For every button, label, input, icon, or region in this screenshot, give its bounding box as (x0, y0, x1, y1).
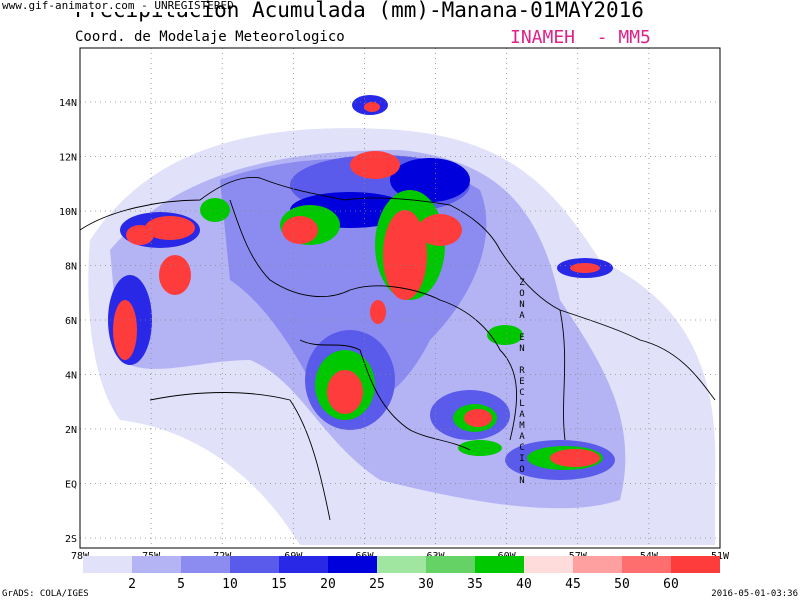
colorbar-swatch (426, 556, 475, 573)
map-frame (79, 47, 721, 549)
colorbar-label: 5 (177, 577, 185, 592)
colorbar-swatch (622, 556, 671, 573)
subtitle: Coord. de Modelaje Meteorologico (75, 29, 345, 45)
lon-label: 51W (711, 551, 730, 562)
colorbar-swatch (377, 556, 426, 573)
footer-left: GrADS: COLA/IGES (2, 589, 89, 599)
colorbar-label: 30 (418, 577, 434, 592)
title: Precipitacion Acumulada (mm)-Manana-01MA… (75, 0, 644, 22)
coastlines (79, 177, 716, 521)
precip-field (88, 95, 716, 545)
colorbar-label: 45 (565, 577, 581, 592)
colorbar-swatch (181, 556, 230, 573)
colorbar-label: 40 (516, 577, 532, 592)
colorbar: 2 5 10 15 20 25 30 35 40 45 50 60 (83, 556, 720, 592)
colorbar-label: 50 (614, 577, 630, 592)
colorbar-swatch (475, 556, 524, 573)
colorbar-swatch (328, 556, 377, 573)
footer-right: 2016-05-01-03:36 (711, 589, 798, 599)
lat-label: 2S (65, 534, 77, 545)
zona-annotation: ZONA EN RECLAMACION (517, 278, 527, 487)
watermark-bg (0, 0, 200, 12)
colorbar-label: 10 (222, 577, 238, 592)
colorbar-swatch (230, 556, 279, 573)
lat-label: 4N (65, 371, 77, 382)
lat-label: EQ (65, 480, 77, 491)
colorbar-label: 15 (271, 577, 287, 592)
lat-label: 8N (65, 262, 77, 273)
lat-label: 2N (65, 425, 77, 436)
lat-label: 12N (59, 153, 77, 164)
watermark: www.gif-animator.com - UNREGISTERED (2, 0, 234, 12)
colorbar-label: 2 (128, 577, 136, 592)
lon-label: 78W (71, 551, 90, 562)
colorbar-swatch (279, 556, 328, 573)
lat-label: 14N (59, 98, 77, 109)
colorbar-swatch (671, 556, 720, 573)
colorbar-label: 35 (467, 577, 483, 592)
colorbar-label: 20 (320, 577, 336, 592)
lat-label: 6N (65, 316, 77, 327)
lat-label: 10N (59, 207, 77, 218)
colorbar-swatch (83, 556, 132, 573)
colorbar-swatch (132, 556, 181, 573)
org: INAMEH - MM5 (510, 27, 651, 48)
colorbar-swatch (524, 556, 573, 573)
colorbar-swatch (573, 556, 622, 573)
colorbar-label: 60 (663, 577, 679, 592)
colorbar-label: 25 (369, 577, 385, 592)
